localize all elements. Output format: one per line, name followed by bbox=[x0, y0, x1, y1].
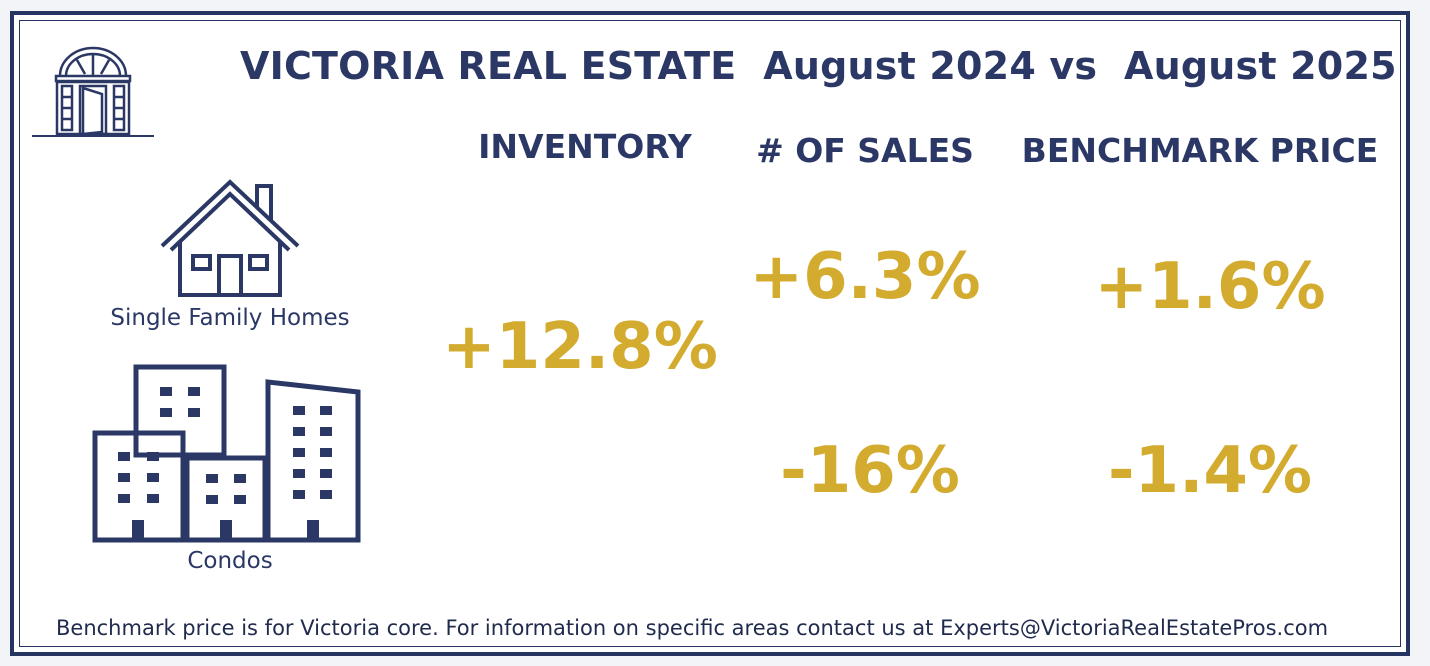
stat-sales-single-family: +6.3% bbox=[749, 240, 981, 314]
house-icon bbox=[160, 179, 300, 297]
stat-sales-condos: -16% bbox=[780, 434, 960, 508]
doorway-icon bbox=[32, 46, 154, 137]
stat-inventory: +12.8% bbox=[442, 310, 718, 384]
column-heading-benchmark: BENCHMARK PRICE bbox=[1021, 131, 1379, 170]
column-heading-inventory: INVENTORY bbox=[478, 127, 692, 166]
stat-benchmark-condos: -1.4% bbox=[1107, 434, 1313, 508]
category-label-condos: Condos bbox=[187, 548, 273, 574]
footer-note: Benchmark price is for Victoria core. Fo… bbox=[56, 616, 1329, 640]
category-label-single-family: Single Family Homes bbox=[110, 305, 350, 331]
page-title: VICTORIA REAL ESTATE August 2024 vs Augu… bbox=[240, 44, 1397, 88]
stat-benchmark-single-family: +1.6% bbox=[1094, 250, 1326, 324]
buildings-icon bbox=[92, 364, 361, 543]
column-heading-sales: # OF SALES bbox=[756, 131, 974, 170]
